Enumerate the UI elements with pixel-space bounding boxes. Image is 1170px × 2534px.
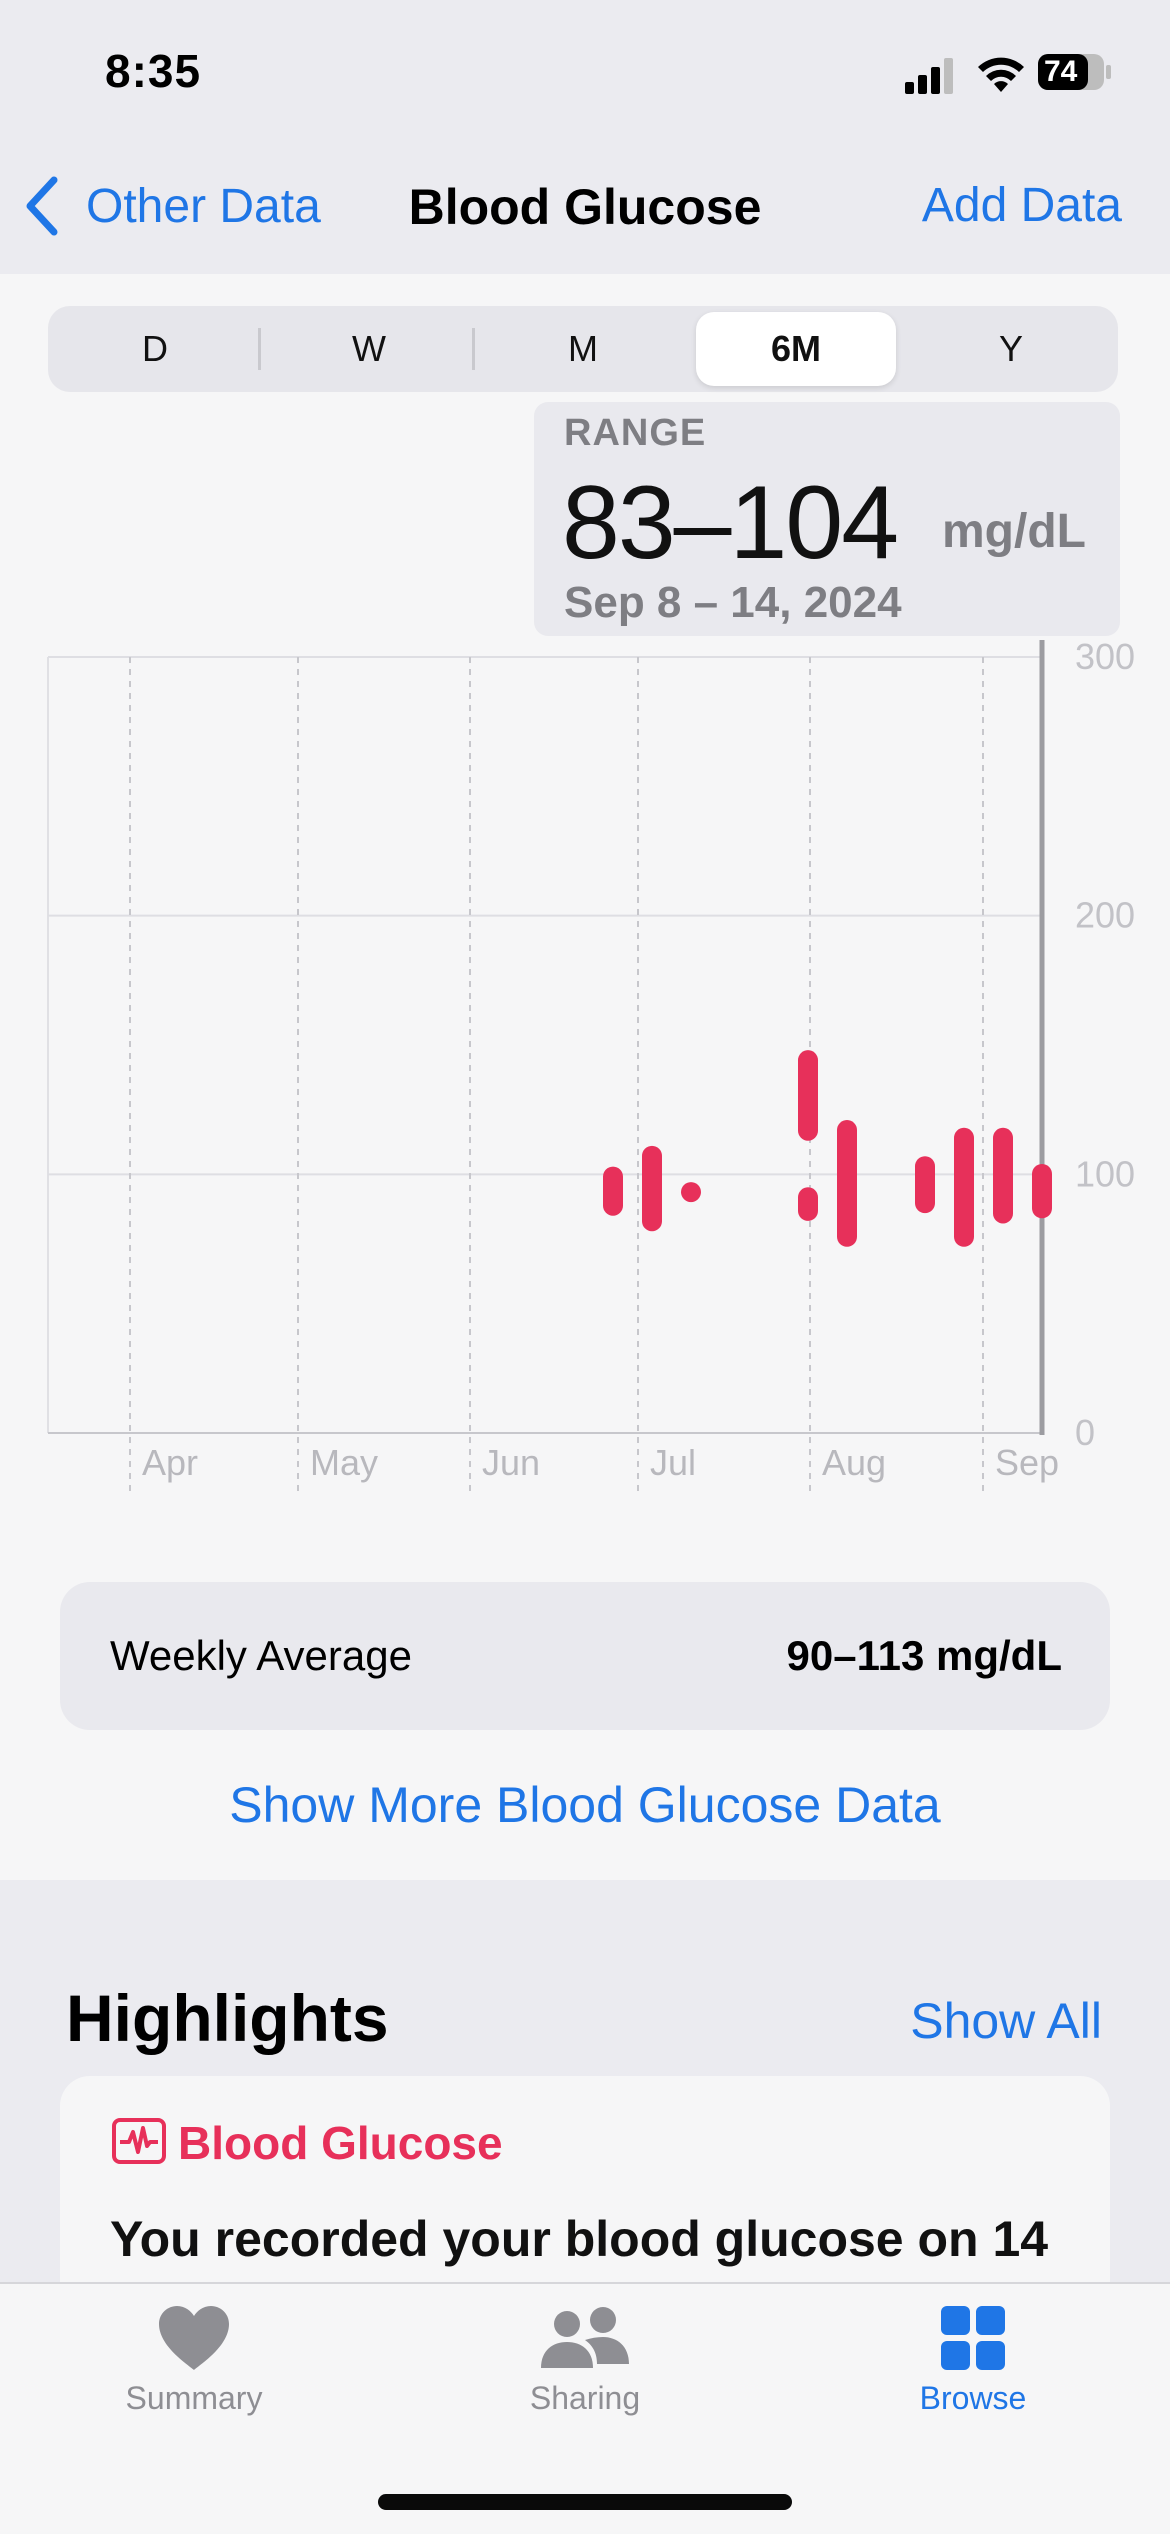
home-indicator (378, 2494, 792, 2510)
glucose-range-bar (993, 1127, 1013, 1224)
chevron-left-icon (26, 176, 58, 236)
range-unit: mg/dL (942, 505, 1086, 558)
segment-year[interactable]: Y (998, 328, 1023, 369)
range-label: RANGE (564, 412, 707, 454)
status-time: 8:35 (105, 45, 202, 97)
tab-bar: Summary Sharing Browse (0, 2282, 1170, 2534)
range-value: 83–104 (562, 465, 899, 581)
glucose-range-bar (1032, 1163, 1052, 1219)
cellular-signal-icon (905, 58, 953, 94)
glucose-range-bar (798, 1187, 818, 1221)
highlights-heading: Highlights (66, 1981, 389, 2055)
highlight-text: You recorded your blood glucose on 14 (110, 2211, 1049, 2267)
back-button[interactable]: Other Data (24, 176, 321, 236)
segment-week[interactable]: W (352, 328, 386, 369)
x-tick-label: May (310, 1442, 378, 1483)
blood-glucose-chart[interactable]: 0 100 200 300 Apr May Jun Jul Aug Sep (0, 630, 1170, 1510)
glucose-range-bar (642, 1145, 662, 1232)
glucose-range-bar (681, 1182, 701, 1203)
tab-label: Sharing (529, 2380, 641, 2416)
add-data-button[interactable]: Add Data (921, 179, 1122, 232)
pulse-waveform-icon (112, 2118, 166, 2164)
segment-month[interactable]: M (568, 328, 598, 369)
tab-sharing[interactable]: Sharing (455, 2304, 715, 2417)
x-tick-label: Sep (995, 1442, 1059, 1483)
tab-summary[interactable]: Summary (64, 2304, 324, 2417)
x-tick-label: Jul (650, 1442, 696, 1483)
y-tick-label: 200 (1075, 895, 1135, 936)
range-tooltip: RANGE 83–104 mg/dL Sep 8 – 14, 2024 (534, 402, 1120, 636)
segment-divider (258, 328, 261, 370)
x-tick-label: Jun (482, 1442, 540, 1483)
x-tick-label: Aug (822, 1442, 886, 1483)
segment-six-months[interactable]: 6M (696, 312, 896, 386)
glucose-range-bar (603, 1166, 623, 1216)
glucose-range-bar (837, 1120, 857, 1247)
glucose-range-bar (915, 1156, 935, 1214)
highlight-category: Blood Glucose (178, 2117, 503, 2169)
wifi-icon (978, 57, 1024, 92)
y-tick-label: 100 (1075, 1153, 1135, 1194)
weekly-average-label: Weekly Average (110, 1632, 412, 1679)
grid-icon (941, 2306, 1005, 2370)
segment-divider (472, 328, 475, 370)
tab-browse[interactable]: Browse (843, 2304, 1103, 2417)
battery-level: 74 (1044, 55, 1078, 88)
x-tick-label: Apr (142, 1442, 198, 1483)
glucose-range-bar (954, 1127, 974, 1247)
show-all-link[interactable]: Show All (910, 1993, 1102, 2049)
people-icon (541, 2307, 629, 2368)
show-more-data-link[interactable]: Show More Blood Glucose Data (229, 1777, 941, 1833)
glucose-range-bar (798, 1050, 818, 1141)
heart-icon (159, 2306, 229, 2370)
y-tick-label: 0 (1075, 1412, 1095, 1453)
weekly-average-value: 90–113 mg/dL (786, 1632, 1062, 1679)
y-tick-label: 300 (1075, 636, 1135, 677)
range-dates: Sep 8 – 14, 2024 (564, 578, 902, 627)
segment-day[interactable]: D (142, 328, 168, 369)
time-range-segmented-control: D W M 6M Y (48, 306, 1118, 392)
tab-label: Summary (125, 2380, 263, 2416)
battery-icon: 74 (1038, 52, 1112, 92)
weekly-average-card[interactable]: Weekly Average 90–113 mg/dL (60, 1582, 1110, 1730)
tab-label: Browse (919, 2380, 1027, 2416)
back-label: Other Data (86, 179, 321, 233)
